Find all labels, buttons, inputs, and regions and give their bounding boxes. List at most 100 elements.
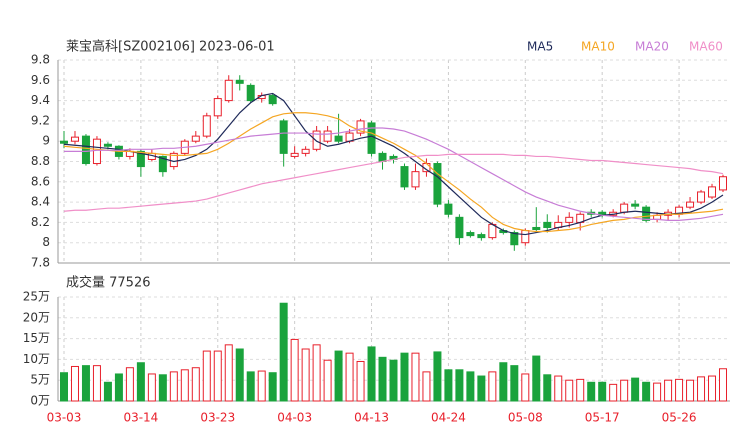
volume-bar — [334, 350, 343, 402]
chart-title: 莱宝高科[SZ002106] 2023-06-01 — [66, 39, 275, 55]
candle-body — [235, 79, 244, 84]
volume-bar — [477, 375, 486, 402]
volume-bar — [455, 369, 464, 402]
volume-bar — [444, 369, 453, 402]
legend-entry: MA20 — [635, 40, 669, 54]
y-tick-label: 9.8 — [31, 53, 50, 67]
volume-bar — [587, 381, 596, 402]
volume-bar — [510, 365, 519, 402]
volume-bar — [521, 373, 530, 402]
candle-body — [301, 148, 310, 154]
volume-bar — [345, 352, 354, 402]
legend-entry: MA10 — [581, 40, 615, 54]
y-tick-label: 9.4 — [31, 93, 50, 107]
volume-bar — [664, 379, 673, 402]
volume-bar — [697, 376, 706, 402]
volume-bar — [301, 348, 310, 402]
volume-bar — [70, 365, 79, 402]
candle-body — [686, 201, 695, 208]
volume-bar — [60, 372, 68, 402]
candle-body — [433, 163, 442, 205]
candle-body — [477, 234, 486, 239]
volume-bar — [114, 373, 123, 402]
candle-body — [213, 98, 222, 117]
volume-bar — [389, 359, 398, 402]
candle-body — [70, 136, 79, 142]
candle-body — [246, 84, 255, 102]
x-tick-label: 03-03 — [47, 411, 82, 425]
legend-entry: MA60 — [689, 40, 723, 54]
volume-bar — [136, 362, 145, 402]
y-tick-label: 8.4 — [31, 195, 50, 209]
volume-bar — [422, 371, 431, 402]
volume-bar — [224, 344, 233, 402]
volume-title: 成交量 77526 — [66, 275, 151, 291]
volume-bar — [400, 352, 409, 402]
volume-bar — [642, 381, 651, 402]
volume-bar — [499, 362, 508, 402]
volume-bar — [609, 383, 618, 402]
candle-body — [356, 120, 365, 134]
ma-line — [63, 92, 724, 236]
candle-body — [620, 203, 629, 213]
volume-bar — [235, 348, 244, 402]
candle-body — [202, 115, 211, 137]
y-tick-label: 10万 — [23, 352, 50, 366]
candle-body — [697, 191, 706, 203]
volume-bar — [466, 371, 475, 402]
candle-body — [543, 221, 552, 228]
volume-bar — [158, 374, 167, 402]
volume-bar — [433, 351, 442, 402]
volume-bar — [92, 365, 101, 402]
volume-bar — [290, 338, 299, 402]
y-tick-label: 20万 — [23, 310, 50, 324]
volume-bar — [169, 371, 178, 402]
candle-body — [708, 186, 717, 198]
candle-body — [268, 95, 277, 105]
y-tick-label: 9.2 — [31, 113, 50, 127]
y-tick-label: 7.8 — [31, 256, 50, 270]
volume-bar — [631, 377, 640, 402]
volume-bar — [323, 359, 332, 402]
volume-bar — [488, 371, 497, 402]
volume-bar — [411, 352, 420, 402]
volume-bar — [279, 302, 288, 402]
candle-body — [158, 155, 167, 173]
y-tick-label: 8 — [42, 235, 50, 249]
volume-bar — [81, 365, 90, 402]
candle-body — [455, 216, 464, 239]
volume-bar — [565, 379, 574, 402]
candle-body — [631, 203, 640, 207]
candle-body — [642, 206, 651, 221]
volume-bar — [686, 379, 695, 402]
volume-bar — [554, 375, 563, 402]
candle-body — [411, 171, 420, 188]
volume-bar — [257, 370, 266, 402]
candle-body — [323, 130, 332, 142]
candle-body — [334, 135, 343, 142]
candle-body — [532, 226, 541, 231]
y-tick-label: 25万 — [23, 290, 50, 304]
volume-bar — [598, 381, 607, 402]
candle-body — [92, 138, 101, 165]
volume-bar — [576, 378, 585, 402]
volume-bar — [708, 375, 717, 402]
candle-body — [60, 140, 68, 144]
volume-bar — [675, 378, 684, 402]
x-tick-label: 03-14 — [123, 411, 158, 425]
y-tick-label: 0万 — [30, 394, 50, 408]
x-tick-label: 05-26 — [662, 411, 697, 425]
ma-line — [63, 153, 724, 212]
volume-bar — [246, 371, 255, 402]
volume-bar — [180, 369, 189, 402]
candle-body — [466, 232, 475, 237]
candle-body — [279, 120, 288, 154]
candle-body — [719, 176, 727, 191]
y-tick-label: 5万 — [30, 373, 50, 387]
volume-bar — [543, 374, 552, 402]
y-tick-label: 9.6 — [31, 73, 50, 87]
volume-bar — [213, 350, 222, 402]
y-tick-label: 8.6 — [31, 174, 50, 188]
x-tick-label: 05-08 — [508, 411, 543, 425]
volume-bar — [620, 379, 629, 402]
